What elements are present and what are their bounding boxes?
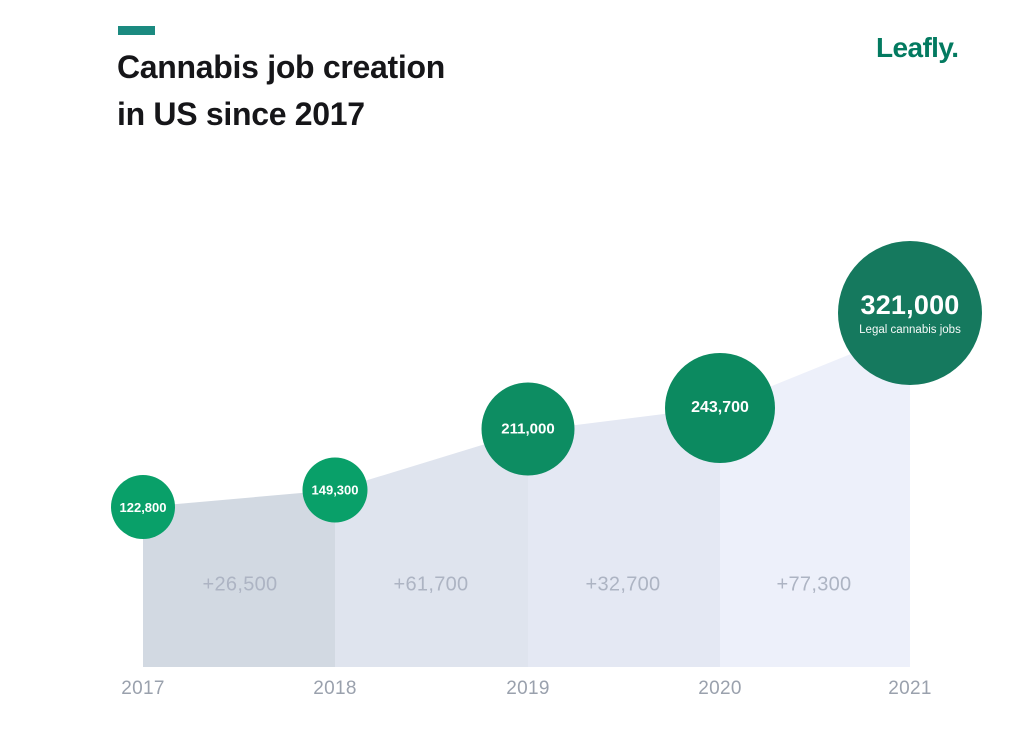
data-bubble-2021-value: 321,000 [860, 290, 960, 320]
delta-label-2018-2019: +61,700 [393, 573, 469, 596]
x-axis-label-2018: 2018 [313, 678, 357, 699]
delta-label-2020-2021: +77,300 [776, 573, 852, 596]
data-bubble-2019-value: 211,000 [501, 420, 555, 438]
x-axis-label-2019: 2019 [506, 678, 550, 699]
x-axis-label-2020: 2020 [698, 678, 742, 699]
data-bubble-2019: 211,000 [481, 382, 575, 476]
page-title-line1: Cannabis job creation [117, 49, 445, 85]
area-segment-2019-2020 [528, 407, 720, 667]
data-bubble-2017-value: 122,800 [119, 499, 167, 515]
area-segment-2017-2018 [143, 490, 335, 667]
data-bubble-2021-sublabel: Legal cannabis jobs [859, 324, 961, 336]
x-axis-label-2021: 2021 [888, 678, 932, 699]
data-bubble-2018: 149,300 [302, 457, 368, 523]
data-bubble-2017: 122,800 [111, 475, 175, 539]
delta-label-2019-2020: +32,700 [585, 573, 661, 596]
title-accent-bar [118, 26, 155, 35]
area-segment-2018-2019 [335, 431, 528, 667]
leafly-logo: Leafly. [876, 32, 959, 63]
page-title: Cannabis job creation in US since 2017 [117, 44, 445, 138]
data-bubble-2020: 243,700 [665, 353, 775, 463]
data-bubble-2020-value: 243,700 [691, 399, 749, 416]
data-bubble-2021: 321,000 Legal cannabis jobs [838, 241, 982, 385]
page-title-line2: in US since 2017 [117, 96, 365, 132]
x-axis-label-2017: 2017 [121, 678, 165, 699]
data-bubble-2018-value: 149,300 [311, 482, 359, 498]
delta-label-2017-2018: +26,500 [202, 573, 278, 596]
